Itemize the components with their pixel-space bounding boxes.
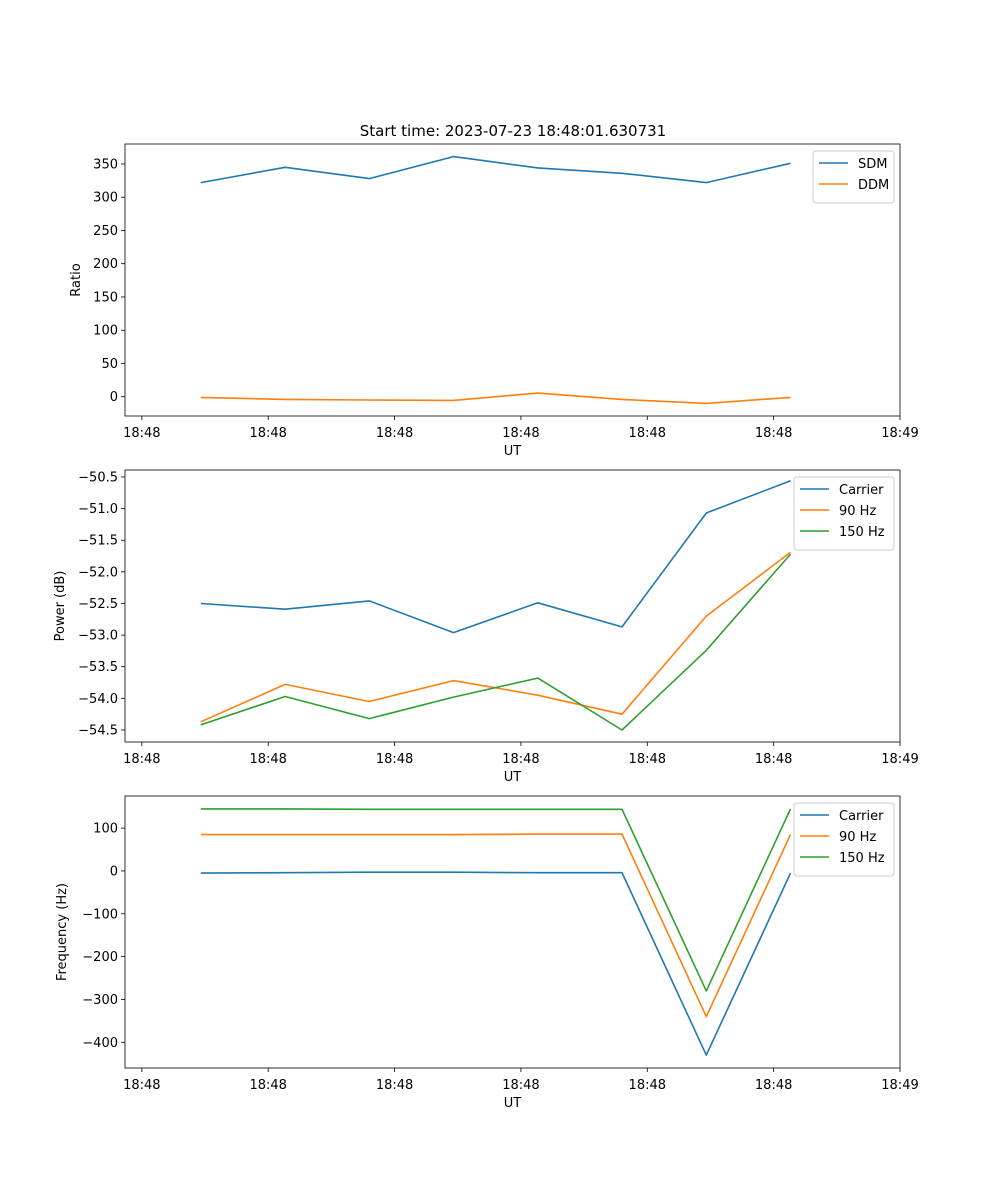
figure-title: Start time: 2023-07-23 18:48:01.630731 — [360, 122, 666, 140]
y-tick-label: 150 — [93, 290, 118, 305]
y-tick-label: −300 — [82, 993, 118, 1008]
axes-frame — [124, 143, 901, 417]
x-tick-label: 18:48 — [502, 1078, 539, 1093]
x-tick-label: 18:48 — [123, 426, 160, 441]
axes-frame — [124, 469, 901, 743]
x-tick-label: 18:48 — [502, 426, 539, 441]
y-axis-label: Power (dB) — [53, 571, 68, 642]
y-tick-label: 100 — [93, 822, 118, 837]
y-tick-label: −53.0 — [78, 629, 118, 644]
series-line-ddm — [200, 392, 791, 405]
x-tick-label: 18:48 — [629, 752, 666, 767]
x-tick-label: 18:48 — [629, 426, 666, 441]
y-tick-label: −53.5 — [78, 660, 118, 675]
series-line-carrier — [200, 480, 791, 634]
series-line-90-hz — [200, 833, 792, 1018]
chart-panel-3: −400 −300 −200 −100 0 100 18:48 18:48 18:48 18:48… — [55, 795, 919, 1111]
y-tick-label: 0 — [110, 390, 118, 405]
legend-label: DDM — [858, 178, 889, 193]
x-tick-label: 18:48 — [376, 426, 413, 441]
x-tick-label: 18:48 — [755, 1078, 792, 1093]
axes-frame — [124, 795, 901, 1069]
y-tick-label: −52.5 — [78, 597, 118, 612]
y-tick-label: −400 — [82, 1036, 118, 1051]
chart-panel-1: 0 50 100 150 200 250 300 350 18:48 18:48 18:48 18:4… — [69, 143, 919, 459]
y-tick-label: 50 — [101, 357, 118, 372]
y-tick-label: 200 — [93, 257, 118, 272]
legend-label: 90 Hz — [839, 830, 876, 845]
x-axis-label: UT — [504, 770, 522, 785]
x-axis-label: UT — [504, 1096, 522, 1111]
chart-panel-2: −54.5 −54.0 −53.5 −53.0 −52.5 −52.0 −51.5 −51.0… — [53, 469, 919, 785]
x-tick-label: 18:48 — [502, 752, 539, 767]
x-tick-label: 18:48 — [249, 1078, 286, 1093]
y-tick-label: 350 — [93, 157, 118, 172]
x-tick-label: 18:48 — [123, 752, 160, 767]
series-line-carrier — [200, 871, 792, 1056]
y-axis-label: Frequency (Hz) — [55, 883, 70, 981]
legend-label: 150 Hz — [839, 525, 885, 540]
series-line-150-hz — [200, 553, 792, 731]
x-tick-label: 18:49 — [881, 752, 918, 767]
y-tick-label: 0 — [110, 864, 118, 879]
y-tick-label: 300 — [93, 191, 118, 206]
legend-label: 90 Hz — [839, 504, 876, 519]
legend-label: Carrier — [839, 483, 884, 498]
y-tick-label: −54.5 — [78, 723, 118, 738]
y-tick-label: 100 — [93, 324, 118, 339]
series-line-sdm — [200, 155, 791, 184]
y-tick-label: −50.5 — [78, 470, 118, 485]
legend-label: SDM — [858, 157, 887, 172]
y-axis-label: Ratio — [69, 263, 84, 296]
y-tick-label: −54.0 — [78, 692, 118, 707]
y-tick-label: 250 — [93, 224, 118, 239]
y-tick-label: −51.0 — [78, 502, 118, 517]
legend-label: Carrier — [839, 809, 884, 824]
x-tick-label: 18:48 — [249, 752, 286, 767]
y-tick-label: −100 — [82, 907, 118, 922]
series-line-90-hz — [200, 551, 791, 723]
x-tick-label: 18:48 — [249, 426, 286, 441]
x-tick-label: 18:48 — [755, 426, 792, 441]
legend-label: 150 Hz — [839, 851, 885, 866]
x-tick-label: 18:48 — [755, 752, 792, 767]
y-tick-label: −51.5 — [78, 534, 118, 549]
legend-box — [812, 150, 895, 204]
y-tick-label: −200 — [82, 950, 118, 965]
y-tick-label: −52.0 — [78, 565, 118, 580]
x-tick-label: 18:48 — [629, 1078, 666, 1093]
x-tick-label: 18:49 — [881, 426, 918, 441]
series-line-150-hz — [200, 808, 792, 992]
x-tick-label: 18:48 — [376, 752, 413, 767]
x-tick-label: 18:49 — [881, 1078, 918, 1093]
x-axis-label: UT — [504, 444, 522, 459]
x-tick-label: 18:48 — [376, 1078, 413, 1093]
x-tick-label: 18:48 — [123, 1078, 160, 1093]
